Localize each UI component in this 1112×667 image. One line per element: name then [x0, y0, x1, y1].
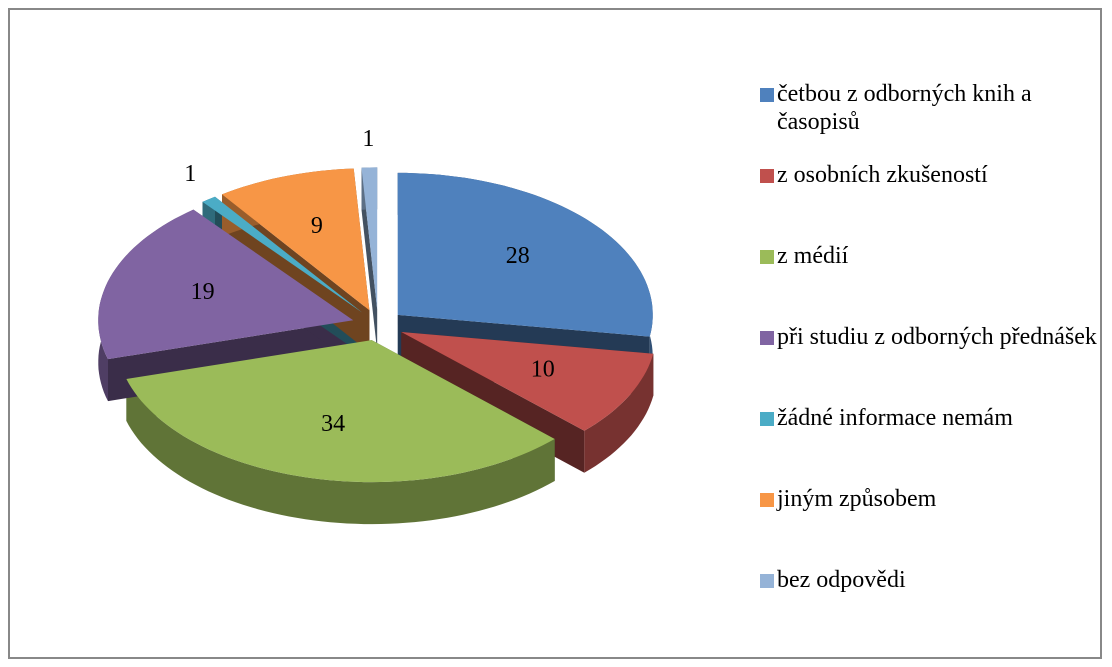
legend-item: žádné informace nemám	[760, 404, 1100, 485]
legend-item: z osobních zkušeností	[760, 161, 1100, 242]
legend-label: bez odpovědi	[777, 567, 906, 593]
slice-side	[361, 167, 378, 352]
slice-side	[126, 379, 555, 525]
slice	[126, 340, 555, 483]
legend-item: z médií	[760, 242, 1100, 323]
slice	[222, 168, 370, 311]
data-label: 10	[531, 357, 555, 383]
legend: četbou z odborných knih a časopisů z osob…	[760, 80, 1100, 647]
legend-item: jiným způsobem	[760, 485, 1100, 566]
legend-label: jiným způsobem	[777, 486, 937, 512]
legend-label: při studiu z odborných přednášek	[777, 324, 1097, 350]
legend-item: bez odpovědi	[760, 566, 1100, 647]
data-label: 1	[184, 161, 196, 187]
legend-swatch	[760, 169, 774, 183]
slice	[401, 332, 654, 431]
legend-swatch	[760, 88, 774, 102]
data-label: 1	[362, 126, 374, 152]
legend-label: žádné informace nemám	[777, 405, 1013, 431]
slice-side	[584, 353, 654, 473]
legend-label: z médií	[777, 243, 849, 269]
legend-item: četbou z odborných knih a časopisů	[760, 80, 1100, 161]
legend-swatch	[760, 331, 774, 345]
legend-label: z osobních zkušeností	[777, 162, 988, 188]
slice	[397, 172, 653, 337]
legend-swatch	[760, 250, 774, 264]
data-label: 28	[506, 243, 530, 269]
data-label: 9	[311, 213, 323, 239]
chart-border	[8, 8, 1102, 659]
slice	[98, 209, 354, 360]
data-label: 34	[321, 411, 345, 437]
slice	[361, 167, 378, 310]
slice	[202, 196, 363, 313]
legend-label: četbou z odborných knih a časopisů	[777, 81, 1032, 135]
legend-swatch	[760, 574, 774, 588]
data-label: 19	[191, 279, 215, 305]
legend-swatch	[760, 493, 774, 507]
legend-item: při studiu z odborných přednášek	[760, 323, 1100, 404]
legend-swatch	[760, 412, 774, 426]
